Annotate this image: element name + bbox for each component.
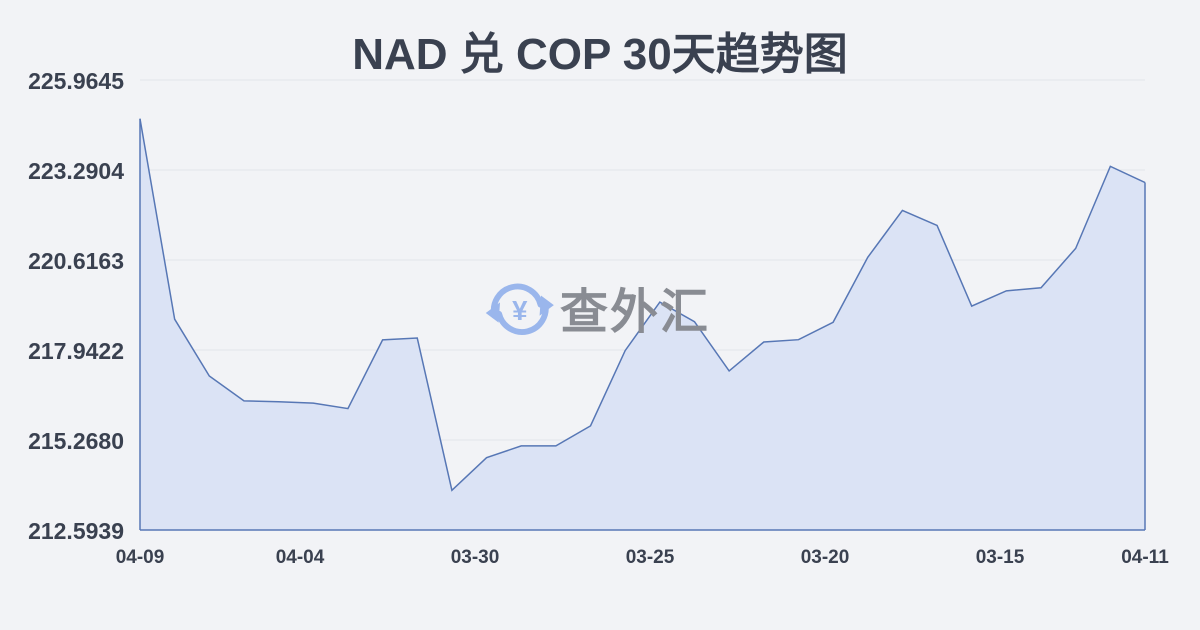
svg-text:215.2680: 215.2680 <box>28 428 124 454</box>
svg-text:04-11: 04-11 <box>1121 547 1169 568</box>
svg-text:220.6163: 220.6163 <box>28 248 124 274</box>
svg-text:03-15: 03-15 <box>976 547 1025 568</box>
svg-text:¥: ¥ <box>512 295 528 326</box>
svg-text:04-04: 04-04 <box>276 547 325 568</box>
svg-text:03-30: 03-30 <box>451 547 500 568</box>
svg-text:04-09: 04-09 <box>116 547 165 568</box>
svg-text:223.2904: 223.2904 <box>28 158 124 184</box>
svg-text:查外汇: 查外汇 <box>560 286 710 339</box>
svg-text:212.5939: 212.5939 <box>28 518 124 544</box>
svg-text:03-20: 03-20 <box>801 547 850 568</box>
svg-text:03-25: 03-25 <box>626 547 675 568</box>
svg-text:217.9422: 217.9422 <box>28 338 124 364</box>
